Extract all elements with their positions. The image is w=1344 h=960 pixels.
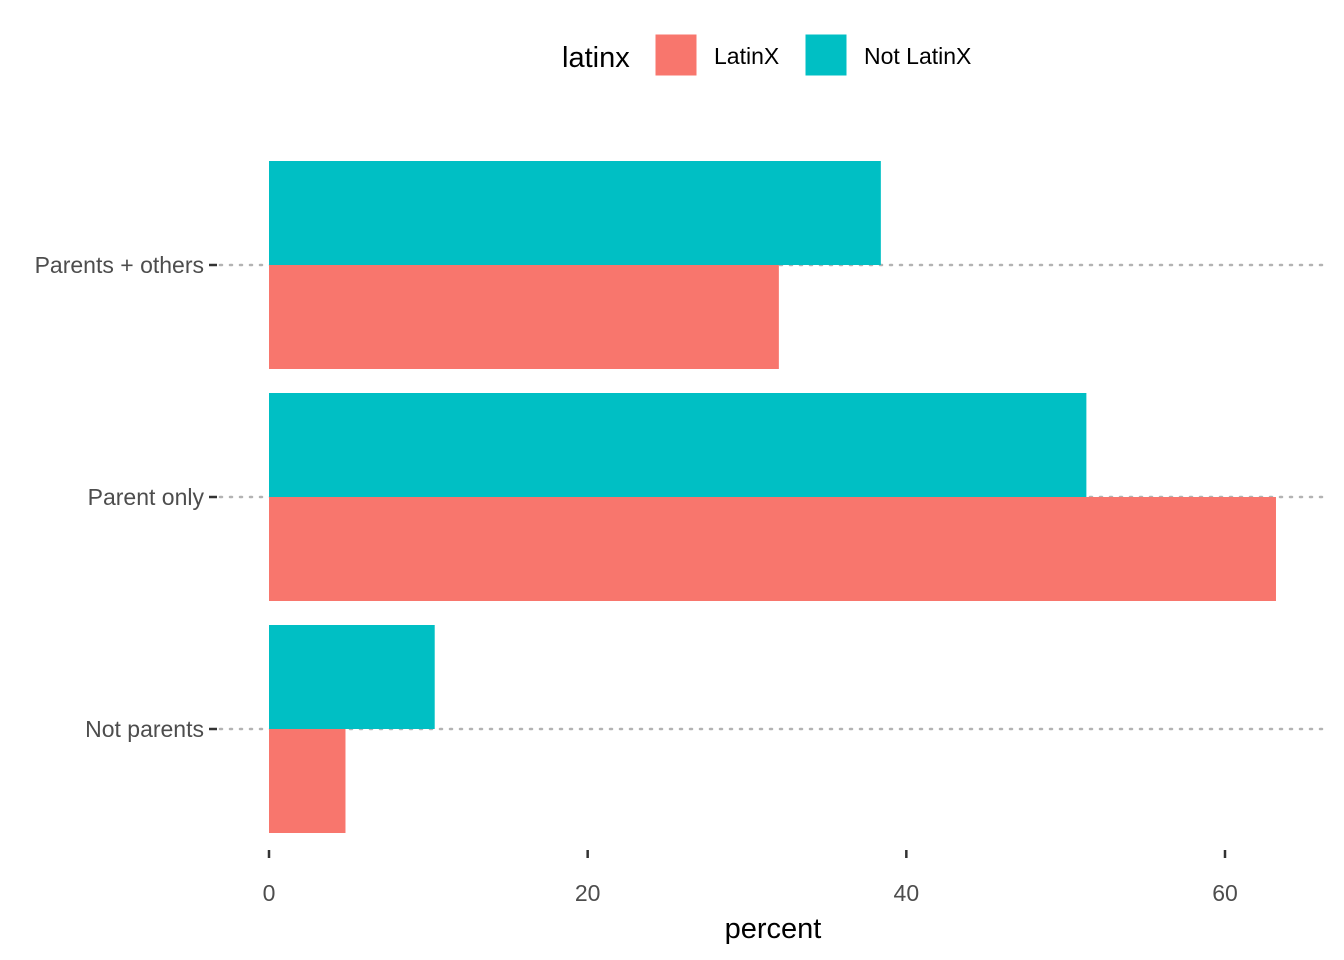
bar-latinx-not-parents bbox=[269, 729, 346, 833]
bar-not-latinx-not-parents bbox=[269, 625, 435, 729]
y-axis: Parents + others Parent only Not parents bbox=[35, 252, 217, 742]
x-tick-label-0: 0 bbox=[263, 880, 276, 906]
legend-key-latinx bbox=[654, 33, 698, 77]
bar-latinx-parent-only bbox=[269, 497, 1276, 601]
y-tick-label-not-parents: Not parents bbox=[85, 716, 204, 742]
bars bbox=[269, 161, 1276, 833]
bar-not-latinx-parents-others bbox=[269, 161, 881, 265]
y-tick-label-parents-others: Parents + others bbox=[35, 252, 204, 278]
legend-label-not-latinx: Not LatinX bbox=[864, 43, 971, 69]
y-tick-label-parent-only: Parent only bbox=[88, 484, 205, 510]
legend-title: latinx bbox=[562, 42, 630, 74]
x-tick-label-20: 20 bbox=[575, 880, 601, 906]
x-tick-label-60: 60 bbox=[1212, 880, 1238, 906]
legend-label-latinx: LatinX bbox=[714, 43, 779, 69]
bar-latinx-parents-others bbox=[269, 265, 779, 369]
bar-not-latinx-parent-only bbox=[269, 393, 1087, 497]
legend-key-not-latinx bbox=[804, 33, 848, 77]
x-tick-label-40: 40 bbox=[894, 880, 920, 906]
x-axis: 0 20 40 60 bbox=[263, 850, 1238, 906]
x-axis-title: percent bbox=[725, 913, 822, 945]
legend: latinx LatinX Not LatinX bbox=[562, 33, 971, 77]
